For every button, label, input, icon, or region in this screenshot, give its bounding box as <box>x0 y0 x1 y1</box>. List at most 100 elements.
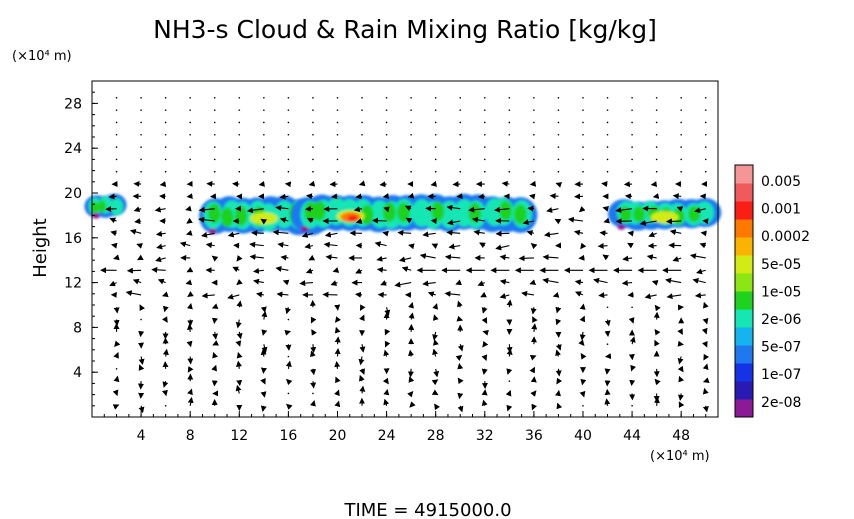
wind-arrow <box>544 231 559 238</box>
wind-dot <box>287 109 290 111</box>
wind-arrow <box>185 205 192 212</box>
wind-arrow <box>155 230 166 237</box>
wind-dot <box>238 170 241 173</box>
wind-dot <box>385 158 388 161</box>
cloud-level-red <box>347 215 358 222</box>
wind-arrow <box>280 254 289 261</box>
cloud-level-green <box>688 205 701 223</box>
wind-arrow <box>186 340 193 348</box>
wind-dot <box>336 133 339 136</box>
wind-arrow <box>639 219 657 226</box>
wind-dot <box>655 133 658 136</box>
wind-dot <box>189 97 191 99</box>
cloud-level-green <box>221 207 234 228</box>
wind-dot <box>385 146 388 148</box>
wind-arrow <box>480 291 487 298</box>
wind-arrow <box>407 391 414 398</box>
wind-arrow <box>376 255 387 262</box>
wind-arrow <box>260 377 266 385</box>
wind-arrow <box>113 307 120 314</box>
wind-dot <box>189 146 191 148</box>
wind-arrow <box>654 378 661 386</box>
wind-arrow <box>186 266 194 273</box>
wind-arrow <box>555 343 562 351</box>
wind-dot <box>434 109 437 111</box>
colorbar-swatch <box>735 399 753 418</box>
wind-dot <box>704 133 707 136</box>
wind-dot <box>680 146 682 148</box>
wind-arrow <box>408 349 414 357</box>
x-tick-label: 24 <box>378 428 396 444</box>
wind-arrow <box>666 293 682 300</box>
wind-arrow <box>405 217 413 224</box>
wind-dot <box>361 158 363 161</box>
wind-dot <box>582 97 584 99</box>
wind-arrow <box>481 307 488 314</box>
colorbar-swatch <box>735 327 753 346</box>
wind-arrow <box>358 180 366 187</box>
wind-arrow <box>542 277 559 284</box>
wind-dot <box>434 146 437 148</box>
wind-dot <box>631 109 633 111</box>
wind-arrow <box>530 307 537 315</box>
wind-arrow <box>522 219 534 226</box>
wind-dot <box>164 146 167 148</box>
wind-vector-field <box>100 97 710 414</box>
wind-arrow <box>261 329 268 336</box>
wind-dot <box>287 146 290 148</box>
cloud-level-green <box>499 200 513 221</box>
wind-arrow <box>506 299 513 308</box>
wind-dot <box>115 170 118 173</box>
wind-dot <box>483 109 486 111</box>
wind-arrow <box>109 217 117 224</box>
y-unit-label: (×10⁴ m) <box>12 49 72 64</box>
wind-arrow <box>542 254 559 261</box>
wind-dot <box>606 170 609 173</box>
wind-dot <box>361 97 363 99</box>
wind-arrow <box>260 218 268 225</box>
wind-arrow <box>473 229 485 236</box>
wind-arrow <box>530 390 537 397</box>
wind-arrow <box>457 300 463 308</box>
wind-arrow <box>137 254 144 261</box>
wind-arrow <box>401 266 412 273</box>
wind-arrow <box>310 344 317 354</box>
y-tick-label: 4 <box>73 365 82 381</box>
wind-arrow <box>422 231 436 238</box>
wind-arrow <box>409 401 416 408</box>
wind-arrow <box>156 243 166 250</box>
wind-arrow <box>383 388 390 396</box>
wind-dot <box>533 146 535 148</box>
wind-arrow <box>598 292 608 299</box>
wind-arrow <box>334 316 342 323</box>
wind-arrow <box>580 242 587 250</box>
chart-title: NH3-s Cloud & Rain Mixing Ratio [kg/kg] <box>153 15 657 44</box>
wind-arrow <box>689 253 706 260</box>
x-tick-label: 4 <box>137 428 146 444</box>
wind-arrow <box>113 319 120 327</box>
y-tick-label: 20 <box>64 186 82 202</box>
wind-arrow <box>380 280 387 286</box>
wind-arrow <box>187 366 194 373</box>
y-tick-label: 28 <box>64 96 82 112</box>
wind-arrow <box>155 256 166 263</box>
wind-dot <box>582 405 584 407</box>
wind-arrow <box>603 217 610 224</box>
wind-dot <box>655 97 658 99</box>
cloud-level-green <box>98 200 107 213</box>
wind-arrow <box>306 193 314 200</box>
wind-arrow <box>495 230 510 237</box>
wind-arrow <box>702 387 709 395</box>
wind-arrow <box>249 241 264 248</box>
wind-arrow <box>529 354 537 361</box>
wind-arrow <box>211 364 217 372</box>
wind-dot <box>287 392 290 395</box>
wind-dot <box>508 133 511 136</box>
wind-dot <box>263 146 265 148</box>
wind-dot <box>680 109 682 111</box>
wind-arrow <box>599 230 608 237</box>
wind-arrow <box>310 368 316 376</box>
wind-arrow <box>187 388 193 396</box>
wind-arrow <box>236 360 242 369</box>
wind-dot <box>385 133 388 136</box>
